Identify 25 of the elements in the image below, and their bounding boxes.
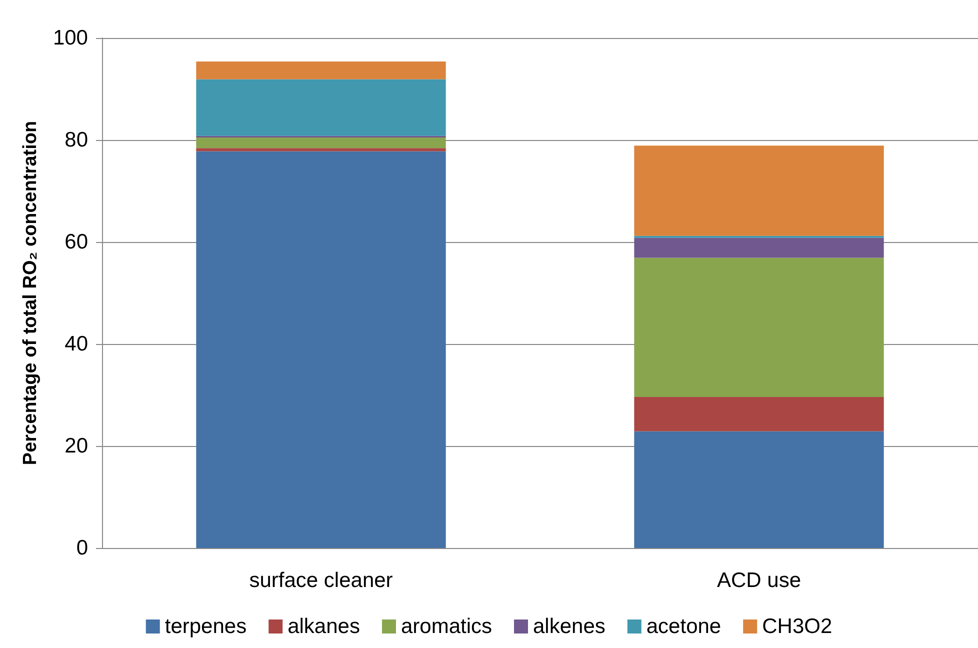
y-tick-label: 100: [52, 26, 88, 50]
legend-label: CH3O2: [762, 615, 832, 638]
y-tick-label: 60: [64, 230, 88, 254]
y-tick-label: 0: [76, 536, 88, 560]
x-tick-label: surface cleaner: [249, 569, 393, 592]
bar: [196, 61, 446, 80]
x-tick-label: ACD use: [716, 569, 802, 592]
bar: [634, 238, 884, 258]
legend-label: alkanes: [288, 615, 360, 638]
bar: [634, 146, 884, 236]
bar: [634, 397, 884, 432]
legend-label: acetone: [646, 615, 722, 638]
bar: [634, 258, 884, 398]
bar: [196, 148, 446, 152]
legend-label: terpenes: [164, 615, 247, 638]
y-axis-title: Percentage of total RO₂ concentration: [20, 120, 41, 466]
bar: [196, 79, 446, 136]
y-tick-label: 80: [64, 128, 88, 152]
y-tick-label: 40: [64, 332, 88, 356]
bar: [196, 151, 446, 548]
bar: [196, 137, 446, 148]
legend-label: aromatics: [400, 615, 492, 638]
legend-label: alkenes: [532, 615, 606, 638]
y-tick-label: 20: [64, 434, 88, 458]
bar: [634, 431, 884, 548]
